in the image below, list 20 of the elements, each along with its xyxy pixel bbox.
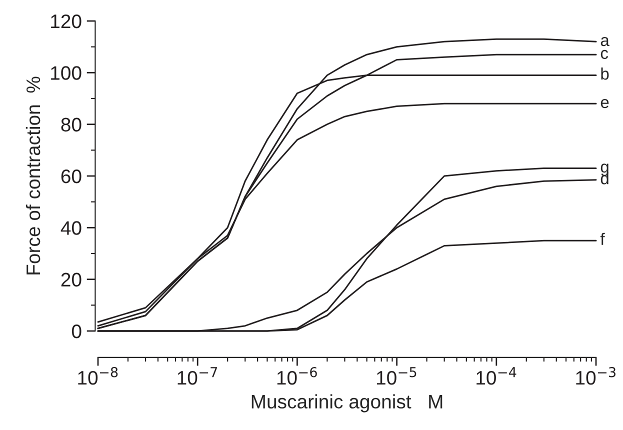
x-tick-label: 10$^{−8}$ <box>78 366 118 385</box>
series-label: a <box>600 37 610 46</box>
x-tick-label: 10$^{−5}$ <box>376 367 416 385</box>
series-label: e <box>600 99 609 108</box>
x-tick-label: 10$^{−7}$ <box>178 367 218 385</box>
x-axis-title: Muscarinic agonist M <box>252 394 442 412</box>
series-label: b <box>601 67 609 80</box>
x-tick-label: 10$^{−3}$ <box>576 366 616 385</box>
y-tick-label: 60 <box>61 169 82 184</box>
series-label: c <box>600 50 608 60</box>
y-axis-title: Force of contraction % <box>26 76 40 274</box>
y-tick-label: 80 <box>61 118 82 132</box>
y-tick-label: 120 <box>51 14 82 28</box>
y-tick-label: 0 <box>72 324 82 338</box>
series-label: f <box>600 232 605 245</box>
y-tick-label: 100 <box>51 66 82 80</box>
x-tick-label: 10$^{−4}$ <box>476 367 516 385</box>
y-tick-label: 20 <box>61 272 82 287</box>
y-tick-label: 40 <box>60 221 82 235</box>
x-tick-label: 10$^{−6}$ <box>277 366 317 385</box>
